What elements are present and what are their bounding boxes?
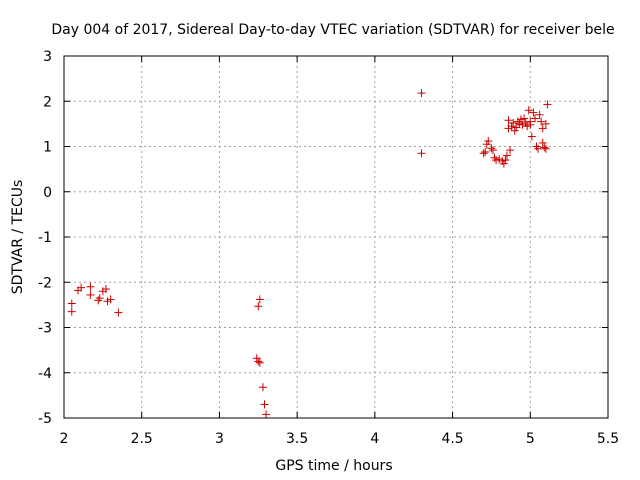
y-tick-label: -5 bbox=[38, 411, 52, 427]
y-tick-label: 2 bbox=[43, 94, 52, 110]
data-point bbox=[535, 110, 544, 119]
data-point bbox=[529, 108, 538, 117]
y-tick-label: -2 bbox=[38, 275, 52, 291]
data-point bbox=[67, 299, 76, 308]
data-points bbox=[67, 89, 552, 419]
data-point bbox=[482, 140, 491, 149]
y-tick-label: -4 bbox=[38, 366, 52, 382]
data-point bbox=[541, 144, 550, 153]
data-point bbox=[114, 308, 123, 317]
data-point bbox=[255, 358, 264, 367]
data-point bbox=[490, 153, 499, 162]
data-point bbox=[530, 114, 539, 123]
data-point bbox=[86, 290, 95, 299]
axis-ticks bbox=[63, 55, 609, 419]
data-point bbox=[479, 149, 488, 158]
data-point bbox=[252, 354, 261, 363]
x-tick-label: 5 bbox=[526, 431, 535, 447]
data-point bbox=[520, 114, 529, 123]
x-tick-label: 4.5 bbox=[441, 431, 463, 447]
data-point bbox=[488, 146, 497, 155]
data-point bbox=[521, 118, 530, 127]
data-point bbox=[541, 119, 550, 128]
data-point bbox=[510, 126, 519, 135]
grid-lines bbox=[64, 56, 608, 418]
y-tick-label: 0 bbox=[43, 185, 52, 201]
chart-title: Day 004 of 2017, Sidereal Day-to-day VTE… bbox=[51, 22, 614, 38]
data-point bbox=[487, 144, 496, 153]
x-tick-label: 3 bbox=[215, 431, 224, 447]
data-point bbox=[254, 357, 263, 366]
data-point bbox=[254, 302, 263, 311]
data-point bbox=[417, 89, 426, 98]
data-point bbox=[95, 294, 104, 303]
data-point bbox=[94, 296, 103, 305]
y-tick-label: 1 bbox=[43, 140, 52, 156]
data-point bbox=[532, 142, 541, 151]
x-tick-label: 3.5 bbox=[286, 431, 308, 447]
data-point bbox=[101, 285, 110, 294]
x-tick-label: 4 bbox=[370, 431, 379, 447]
data-point bbox=[86, 282, 95, 291]
data-point bbox=[524, 106, 533, 115]
data-point bbox=[262, 410, 271, 419]
data-point bbox=[543, 100, 552, 109]
x-axis-label: GPS time / hours bbox=[275, 458, 392, 474]
data-point bbox=[106, 295, 115, 304]
data-point bbox=[506, 146, 515, 155]
data-point bbox=[534, 144, 543, 153]
data-point bbox=[258, 383, 267, 392]
data-point bbox=[77, 283, 86, 292]
data-point bbox=[255, 295, 264, 304]
data-point bbox=[417, 149, 426, 158]
y-tick-label: -3 bbox=[38, 321, 52, 337]
data-point bbox=[538, 124, 547, 133]
data-point bbox=[67, 307, 76, 316]
data-point bbox=[502, 151, 511, 160]
data-point bbox=[481, 147, 490, 156]
data-point bbox=[504, 116, 513, 125]
y-tick-label: 3 bbox=[43, 49, 52, 65]
y-tick-labels: -5 -4 -3 -2 -1 0 1 2 3 bbox=[38, 49, 52, 427]
x-tick-labels: 2 2.5 3 3.5 4 4.5 5 5.5 bbox=[60, 431, 620, 447]
x-tick-label: 2.5 bbox=[131, 431, 153, 447]
y-axis-label: SDTVAR / TECUs bbox=[10, 180, 26, 295]
data-point bbox=[509, 118, 518, 127]
data-point bbox=[537, 117, 546, 126]
data-point bbox=[540, 143, 549, 152]
data-point bbox=[526, 120, 535, 129]
data-point bbox=[538, 138, 547, 147]
data-point bbox=[507, 122, 516, 131]
data-point bbox=[501, 156, 510, 165]
y-tick-label: -1 bbox=[38, 230, 52, 246]
data-point bbox=[499, 159, 508, 168]
data-point bbox=[484, 137, 493, 146]
data-point bbox=[527, 132, 536, 141]
x-tick-label: 2 bbox=[60, 431, 69, 447]
x-tick-label: 5.5 bbox=[597, 431, 619, 447]
data-point bbox=[260, 400, 269, 409]
